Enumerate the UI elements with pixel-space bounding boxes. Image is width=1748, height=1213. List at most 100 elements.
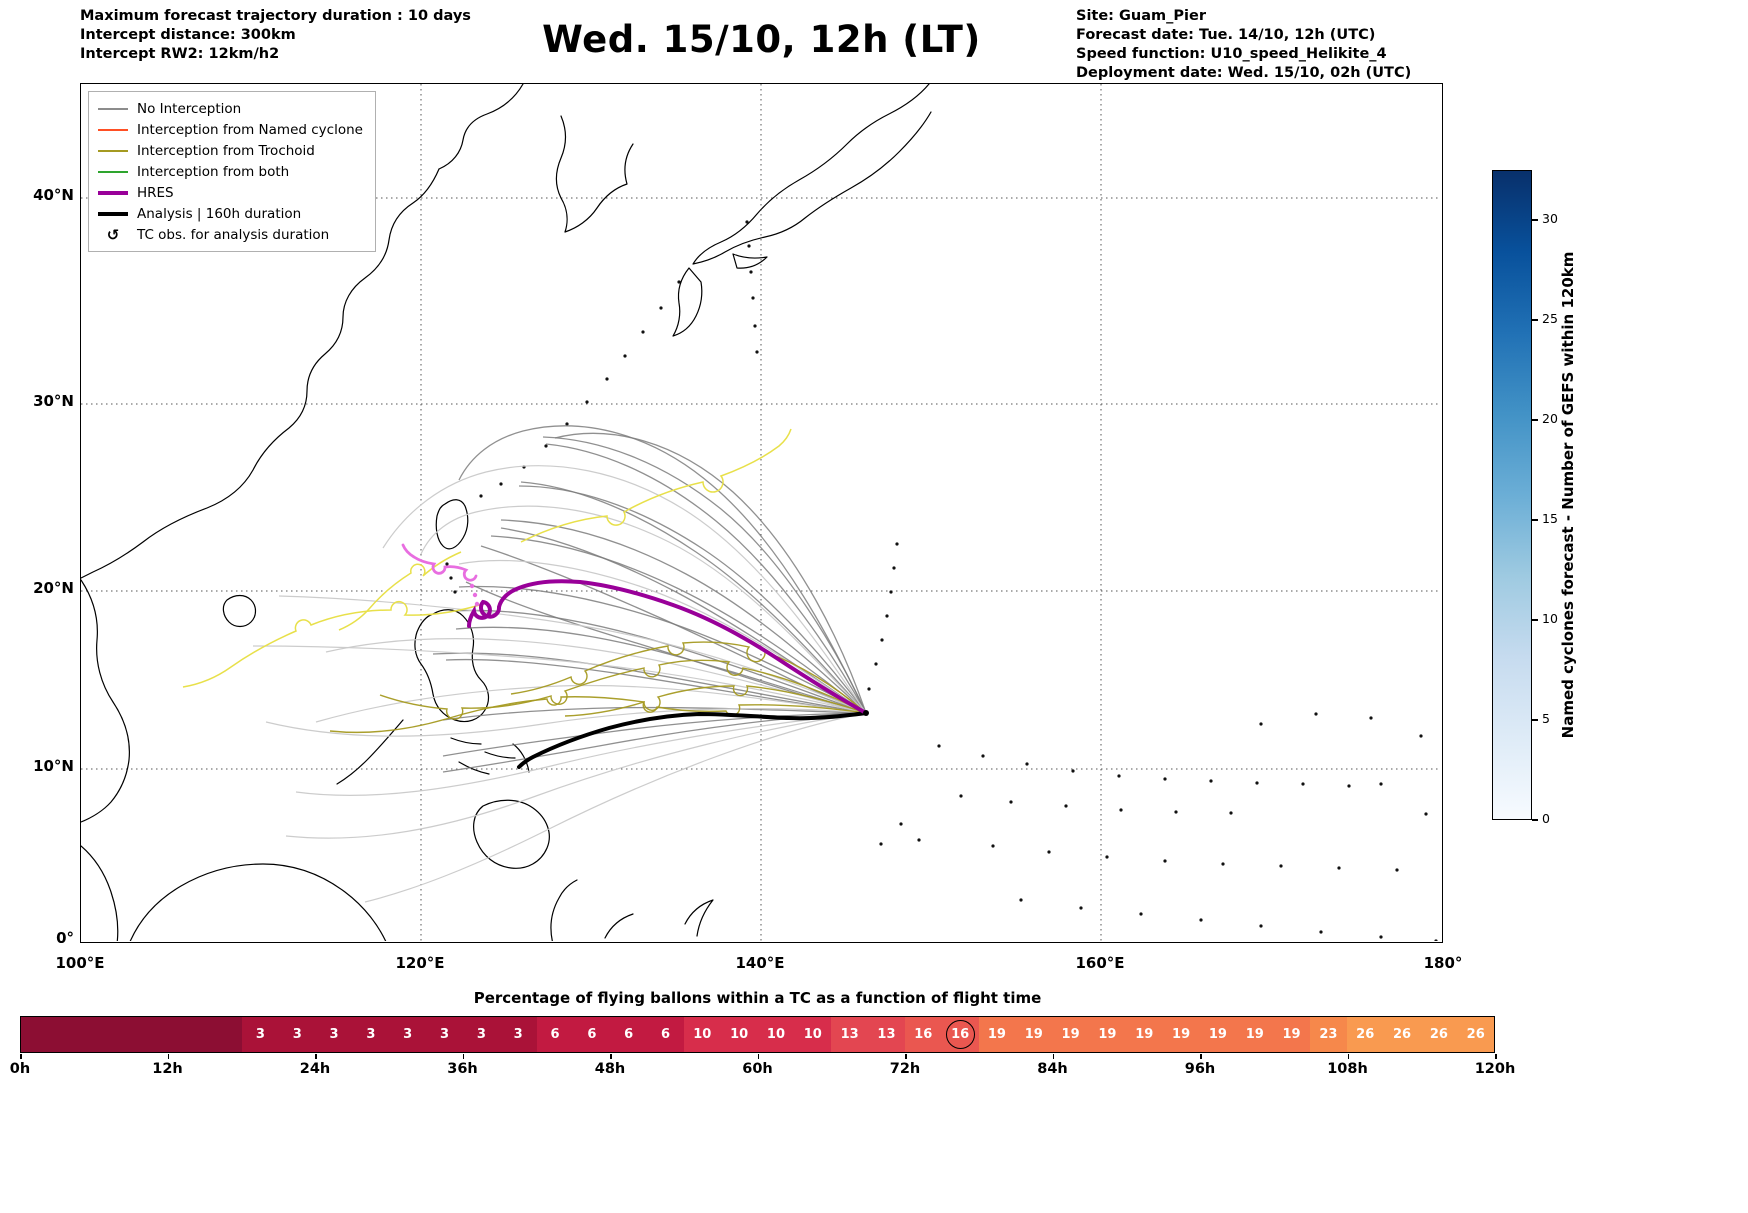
island-dot: [937, 744, 941, 748]
island-dot: [879, 842, 883, 846]
island-dot: [641, 330, 645, 334]
meta-deployment-date: Deployment date: Wed. 15/10, 02h (UTC): [1076, 65, 1412, 82]
island-dot: [623, 354, 627, 358]
coastline: [550, 879, 578, 941]
trajectory-no-interception-dark: [490, 535, 867, 714]
island-dot: [892, 566, 896, 570]
flight-time-tick: [1495, 1054, 1497, 1059]
coastline: [555, 115, 634, 233]
island-dot: [1424, 812, 1428, 816]
island-dot: [1025, 762, 1029, 766]
trajectory-no-interception-light: [295, 712, 867, 797]
trajectory-no-interception-light: [265, 708, 867, 737]
tc-obs-track: [401, 543, 478, 582]
island-dot: [1117, 774, 1121, 778]
island-dot: [1163, 777, 1167, 781]
island-dot: [959, 794, 963, 798]
island-dot: [479, 494, 483, 498]
trajectory-no-interception-light: [315, 684, 867, 723]
legend-item: Interception from Trochoid: [98, 140, 363, 161]
trajectory-interception-trochoid-olive: [564, 685, 867, 717]
flight-time-segment: 10: [720, 1017, 758, 1052]
island-dot: [1301, 782, 1305, 786]
flight-time-segment: 19: [1236, 1017, 1274, 1052]
flight-time-tick-label: 36h: [447, 1061, 478, 1077]
coastline: [672, 267, 703, 337]
legend-item: ↺ TC obs. for analysis duration: [98, 224, 363, 245]
flight-time-segment: 26: [1420, 1017, 1458, 1052]
island-dot: [867, 687, 871, 691]
trajectory-no-interception-light: [364, 712, 867, 903]
island-dot: [1139, 912, 1143, 916]
flight-time-segment: 26: [1383, 1017, 1421, 1052]
island-dot: [1434, 939, 1438, 941]
tc-obs-symbol: ↺: [106, 225, 120, 244]
legend-item: No Interception: [98, 98, 363, 119]
analysis-track: [517, 711, 868, 769]
flight-time-tick: [20, 1054, 22, 1059]
trajectory-interception-trochoid-olive: [510, 641, 867, 714]
trajectory-no-interception-light: [420, 505, 867, 714]
coastline: [81, 168, 440, 579]
flight-time-tick-label: 60h: [742, 1061, 773, 1077]
legend-label: Interception from both: [137, 163, 290, 180]
trajectory-interception-trochoid-yellow: [182, 600, 484, 688]
colorbar-tick: [1532, 519, 1538, 521]
flight-time-segment: 23: [1309, 1017, 1347, 1052]
meta-site: Site: Guam_Pier: [1076, 8, 1206, 24]
legend-line-sample: [98, 170, 128, 173]
lon-tick-label: 120°E: [395, 954, 445, 972]
legend-line-sample: [98, 128, 128, 131]
flight-time-segment: 13: [868, 1017, 905, 1052]
trajectory-no-interception-dark: [442, 712, 867, 773]
flight-time-tick-label: 72h: [889, 1061, 921, 1077]
lon-tick-label: 160°E: [1075, 954, 1125, 972]
gefs-colorbar: [1492, 170, 1532, 820]
meta-speed-function: Speed function: U10_speed_Helikite_4: [1076, 46, 1387, 63]
island-dot: [889, 590, 893, 594]
config-line-duration: Maximum forecast trajectory duration : 1…: [80, 8, 471, 24]
trajectory-interception-trochoid-yellow: [338, 551, 462, 631]
coastline: [81, 845, 119, 941]
trajectory-no-interception-light: [252, 645, 867, 714]
coastline: [222, 594, 257, 628]
flight-time-segment: [168, 1017, 206, 1052]
legend-label: Analysis | 160h duration: [137, 205, 302, 222]
flight-time-segment: 6: [610, 1017, 648, 1052]
trajectory-no-interception-light: [458, 559, 867, 714]
colorbar-tick-label: 15: [1542, 511, 1558, 526]
colorbar-tick-label: 10: [1542, 611, 1558, 626]
island-dot: [755, 350, 759, 354]
colorbar-tick: [1532, 419, 1538, 421]
flight-time-segment: 3: [241, 1017, 279, 1052]
legend-label: No Interception: [137, 100, 242, 117]
flight-time-tick-label: 108h: [1327, 1061, 1368, 1077]
island-dot: [745, 220, 749, 224]
island-dot: [1079, 906, 1083, 910]
lon-tick-label: 140°E: [735, 954, 785, 972]
coastline: [692, 84, 932, 265]
island-dot: [880, 638, 884, 642]
flight-time-segment: 6: [647, 1017, 684, 1052]
island-dot: [1319, 930, 1323, 934]
island-dot: [1369, 716, 1373, 720]
flight-time-segment: [205, 1017, 242, 1052]
colorbar-tick: [1532, 819, 1538, 821]
flight-time-segment: 13: [831, 1017, 869, 1052]
legend-line-sample: [98, 107, 128, 110]
coastline: [450, 737, 482, 745]
flight-time-segment: 26: [1346, 1017, 1384, 1052]
legend-line-sample: [98, 190, 128, 195]
island-dot: [1174, 810, 1178, 814]
island-dot: [605, 377, 609, 381]
island-dot: [565, 422, 569, 426]
island-dot: [445, 562, 449, 566]
island-dot: [1255, 781, 1259, 785]
map-panel: No Interception Interception from Named c…: [80, 83, 1443, 943]
trajectory-interception-trochoid-olive: [379, 659, 867, 720]
flight-time-segment: 3: [426, 1017, 463, 1052]
island-dot: [895, 542, 899, 546]
flight-time-segment: 19: [1273, 1017, 1310, 1052]
flight-time-segment: 3: [499, 1017, 537, 1052]
